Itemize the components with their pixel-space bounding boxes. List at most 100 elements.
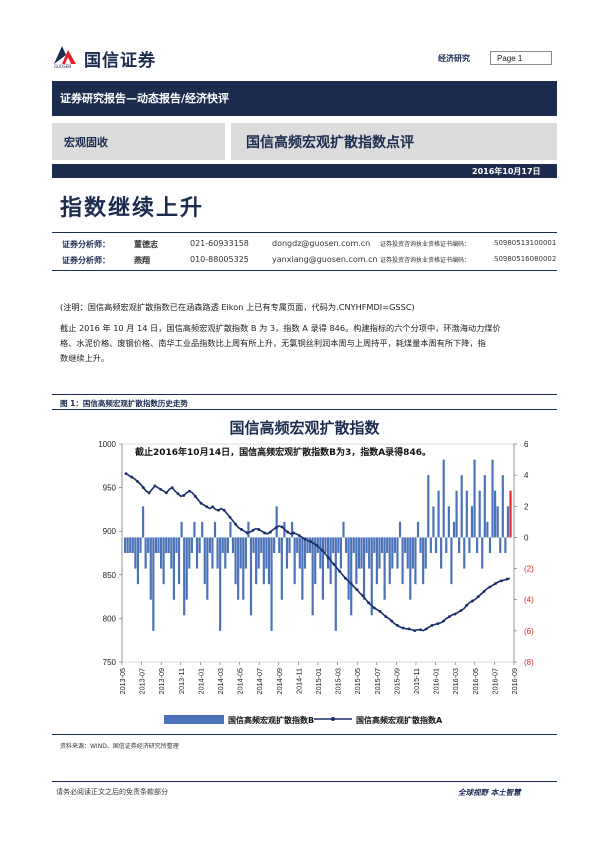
series-b-bar — [388, 537, 391, 585]
series-b-bar — [455, 490, 458, 538]
x-tick-label: 2014-01 — [196, 668, 205, 694]
series-a-point — [147, 491, 151, 495]
series-b-bar — [157, 537, 160, 553]
series-b-bar — [506, 506, 510, 538]
series-b-bar — [504, 537, 507, 553]
series-a-point — [176, 492, 180, 496]
figure-frame — [52, 394, 557, 755]
series-b-bar — [452, 521, 456, 538]
series-a-point — [170, 486, 174, 489]
series-b-bar — [162, 537, 165, 585]
series-a-point — [193, 494, 197, 498]
series-b-bar — [352, 537, 355, 553]
brand-name: 国信证券 — [84, 51, 156, 71]
y-right-tick-label: (4) — [524, 596, 534, 605]
analyst-phone: 010-88005325 — [190, 255, 249, 264]
series-b-bar — [141, 506, 145, 538]
series-b-bar — [193, 521, 196, 538]
y-left-tick-label: 1000 — [98, 440, 116, 449]
analyst-cert-label: 证券投资咨询执业资格证书编码： — [380, 257, 471, 264]
x-tick-label: 2013-11 — [177, 668, 186, 694]
x-tick-label: 2014-11 — [294, 668, 303, 694]
series-b-bar — [126, 537, 129, 553]
series-a-point — [332, 562, 336, 566]
chart-title: 国信高频宏观扩散指数 — [229, 419, 380, 437]
series-a-point — [361, 594, 365, 598]
series-b-bar — [144, 537, 147, 569]
x-tick-label: 2015-11 — [412, 668, 421, 694]
series-b-bar — [177, 537, 181, 585]
series-a-point — [251, 528, 255, 532]
series-b-bar — [170, 537, 173, 569]
series-b-bar — [416, 521, 420, 538]
series-a-point — [471, 599, 474, 603]
series-b-bar — [239, 537, 242, 569]
x-tick-label: 2014-09 — [275, 668, 284, 694]
series-b-bar — [152, 537, 155, 631]
series-b-bar — [149, 537, 152, 600]
x-tick-label: 2015-07 — [373, 668, 382, 694]
footer-rule — [52, 781, 557, 782]
series-b-bar — [355, 537, 358, 585]
series-b-bar — [321, 537, 325, 600]
series-b-bar — [252, 537, 255, 553]
series-a-point — [211, 505, 215, 509]
series-a-point — [465, 603, 469, 607]
series-a-point — [505, 577, 509, 581]
series-b-bar — [198, 537, 201, 553]
series-b-bar — [445, 537, 448, 553]
series-b-bar — [309, 537, 312, 553]
series-a-point — [245, 531, 249, 535]
series-b-bar — [334, 537, 337, 631]
legend-marker-a — [331, 717, 335, 721]
series-b-bar — [249, 537, 253, 616]
analyst-bottom-rule — [52, 270, 557, 271]
series-b-bar — [478, 490, 481, 538]
series-b-bar — [424, 537, 427, 569]
series-a-point — [216, 508, 220, 512]
series-b-bar — [483, 475, 486, 538]
series-b-bar — [265, 537, 268, 569]
analyst-cert: S0980513100001 — [494, 239, 557, 247]
guosen-logo: 国信证券 GUOSEN — [52, 44, 202, 72]
x-tick-label: 2014-07 — [255, 668, 264, 694]
series-b-bar — [339, 537, 343, 569]
series-b-bar — [398, 521, 402, 538]
series-a-point — [240, 528, 243, 531]
series-b-bar — [280, 537, 283, 600]
series-b-bar — [450, 537, 453, 585]
section-divider — [225, 123, 231, 160]
series-a-point — [280, 525, 284, 529]
series-b-bar — [375, 537, 378, 585]
series-b-bar — [275, 506, 278, 538]
series-b-bar — [391, 537, 394, 569]
series-b-bar — [447, 506, 450, 538]
y-right-tick-label: 4 — [524, 471, 529, 480]
legend-label-a: 国信高频宏观扩散指数A — [356, 715, 443, 725]
diffusion-index-chart: 750 800 850 900 950 1000 (8) (6) (4) (2) 0 2 4 6 2013-… — [98, 440, 534, 725]
series-b-bar — [488, 537, 492, 553]
series-a-point — [355, 588, 359, 592]
legend-label-b: 国信高频宏观扩散指数B — [228, 715, 314, 725]
series-b-bar — [458, 537, 461, 553]
series-b-bar — [509, 490, 512, 538]
analyst-row: 证券分析师： 燕翔 010-88005325 yanxiang@guosen.c… — [0, 255, 596, 267]
series-a-point — [315, 543, 318, 547]
analyst-email[interactable]: yanxiang@guosen.com.cn — [272, 255, 378, 264]
series-b-bar — [129, 537, 132, 553]
series-a-point — [430, 623, 434, 627]
series-b-bar — [124, 537, 127, 553]
series-b-bar — [257, 537, 260, 569]
series-b-bar — [237, 537, 240, 600]
series-b-bar — [314, 537, 317, 585]
series-b-bar — [216, 537, 219, 569]
series-b-bar — [380, 537, 384, 553]
x-tick-label: 2014-05 — [236, 668, 245, 694]
x-tick-label: 2016-07 — [490, 668, 499, 694]
page-number: Page 1 — [490, 51, 552, 65]
analyst-email[interactable]: dongdz@guosen.com.cn — [272, 239, 371, 248]
series-b-bar — [154, 537, 158, 553]
series-b-bar — [139, 537, 142, 553]
series-a-point — [199, 501, 203, 505]
series-b-bar — [147, 537, 150, 553]
